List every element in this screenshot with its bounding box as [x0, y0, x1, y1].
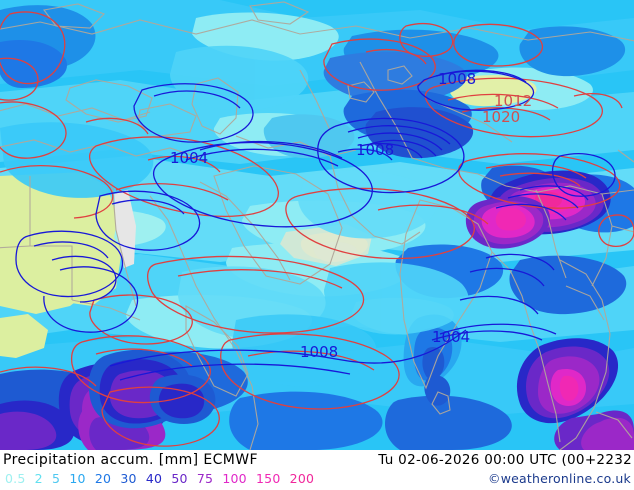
precipitation-accumulation-map[interactable]: 1008 1012 1020 1004 1008 1008 1004: [0, 0, 634, 450]
isobars-high-layer: [0, 11, 634, 447]
legend-entry-8[interactable]: 75: [196, 471, 214, 486]
legend-entry-3[interactable]: 10: [69, 471, 86, 486]
copyright-notice: ©weatheronline.co.uk: [488, 471, 631, 486]
isobar-label: 1004: [170, 149, 208, 167]
isobar-label: 1008: [356, 141, 394, 159]
coastlines-layer: [0, 1, 634, 450]
legend-entry-11[interactable]: 200: [289, 471, 315, 486]
isobar-label: 1012: [494, 92, 532, 110]
isobar-label: 1020: [482, 108, 520, 126]
isobar-label: 1004: [432, 328, 470, 346]
legend-entry-9[interactable]: 100: [222, 471, 247, 486]
legend-entry-4[interactable]: 20: [94, 471, 112, 486]
legend-entry-1[interactable]: 2: [34, 471, 43, 486]
legend-entry-2[interactable]: 5: [52, 471, 61, 486]
legend-entry-0[interactable]: 0.5: [5, 471, 26, 486]
model-run-timestamp: Tu 02-06-2026 00:00 UTC (00+2232: [378, 452, 632, 468]
legend-entry-10[interactable]: 150: [256, 471, 281, 486]
isobar-labels-layer: 1008 1012 1020 1004 1008 1008 1004: [170, 70, 532, 361]
precip-intermediate-shading: [0, 45, 469, 387]
legend-entry-5[interactable]: 30: [120, 471, 137, 486]
isobars-low-layer: [15, 69, 616, 381]
precipitation-legend[interactable]: 0.5 2 5 10 20 30 40 50 75 100 150 200: [5, 471, 319, 486]
precip-core-heavy: [0, 170, 634, 450]
product-title: Precipitation accum. [mm] ECMWF: [3, 452, 258, 468]
map-canvas[interactable]: 1008 1012 1020 1004 1008 1008 1004: [0, 0, 634, 450]
isobar-label: 1008: [300, 343, 338, 361]
legend-entry-6[interactable]: 40: [145, 471, 163, 486]
isobar-label: 1008: [438, 70, 476, 88]
map-footer: Precipitation accum. [mm] ECMWF Tu 02-06…: [0, 450, 634, 490]
legend-entry-7[interactable]: 50: [171, 471, 188, 486]
